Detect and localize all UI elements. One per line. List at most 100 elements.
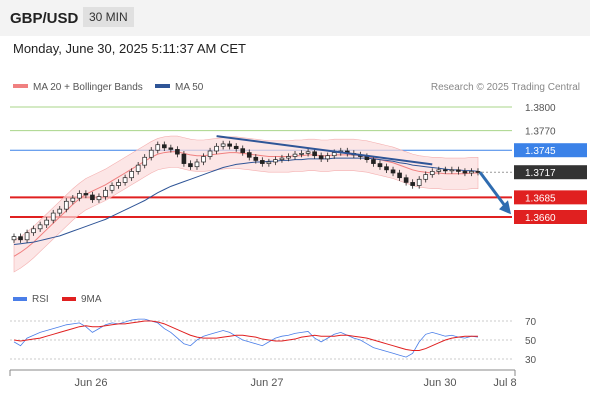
header-bar: GBP/USD 30 MIN <box>0 0 590 36</box>
rsi-panel: 70 50 30 <box>10 317 537 366</box>
candle-body <box>50 212 56 221</box>
candle-body <box>57 208 63 214</box>
legend-9ma-label: 9MA <box>81 294 102 305</box>
candle-body <box>475 171 481 173</box>
level-label-1.3660: 1.3660 <box>525 213 556 224</box>
candle-body <box>201 156 206 163</box>
candle-body <box>207 150 213 157</box>
candle-body <box>240 148 246 153</box>
legend-rsi-label: RSI <box>32 294 49 305</box>
candle-body <box>397 172 402 179</box>
level-tag-1.3660 <box>514 210 587 224</box>
candle-body <box>96 196 102 201</box>
legend-ma20-label: MA 20 + Bollinger Bands <box>33 82 143 93</box>
candle-body <box>18 236 23 241</box>
candle-body <box>90 194 95 201</box>
candle-body <box>253 156 259 161</box>
candle-body <box>168 147 174 150</box>
timeframe-badge[interactable]: 30 MIN <box>83 7 134 27</box>
rsi-level-label-30: 30 <box>525 355 537 366</box>
candle-body <box>371 159 376 164</box>
candle-body <box>449 169 455 172</box>
candle-body <box>260 160 265 164</box>
credit-label: Research © 2025 Trading Central <box>431 82 580 93</box>
candle-body <box>161 144 167 149</box>
candle-body <box>135 164 141 172</box>
candle-body <box>429 171 435 175</box>
candle-body <box>279 157 285 160</box>
level-tag-1.3745 <box>514 143 587 158</box>
candle-body <box>443 169 448 172</box>
candle-body <box>155 144 161 151</box>
level-label-1.3685: 1.3685 <box>525 193 556 204</box>
candle-body <box>266 161 272 164</box>
level-label-1.3770: 1.3770 <box>525 127 556 138</box>
legend-ma20-swatch <box>13 84 28 88</box>
candle-body <box>44 219 49 226</box>
candle-body <box>456 169 461 172</box>
candle-body <box>469 171 474 174</box>
bollinger-band <box>13 135 479 273</box>
level-label-1.3800: 1.3800 <box>525 103 556 114</box>
candle-body <box>194 161 200 168</box>
level-tag-1.3685 <box>514 190 587 205</box>
candle-body <box>318 155 324 160</box>
level-label-1.3717: 1.3717 <box>525 168 556 179</box>
candle-body <box>142 156 148 166</box>
candle-body <box>312 151 317 157</box>
candle-body <box>299 153 304 155</box>
candle-body <box>403 177 409 183</box>
candle-body <box>416 178 422 186</box>
ma20-line <box>13 151 478 257</box>
x-axis: Jun 26 Jun 27 Jun 30 Jul 8 <box>9 369 517 389</box>
x-axis-label-3: Jul 8 <box>493 377 516 389</box>
candle-body <box>410 182 415 186</box>
candle-body <box>462 171 468 174</box>
rsi-9ma-line <box>13 320 478 351</box>
candle-body <box>233 145 239 149</box>
candle-body <box>305 151 311 154</box>
legend-ma50-label: MA 50 <box>175 82 204 93</box>
candle-body <box>220 143 226 147</box>
candle-body <box>273 159 278 163</box>
candle-body <box>109 185 115 191</box>
candle-body <box>122 177 128 183</box>
candle-body <box>292 153 298 157</box>
candle-body <box>188 163 193 168</box>
candle-body <box>390 169 396 174</box>
x-axis-label-2: Jun 30 <box>423 377 456 389</box>
x-axis-label-1: Jun 27 <box>250 377 283 389</box>
forecast-arrow <box>478 171 508 209</box>
level-tag-1.3717 <box>514 165 587 180</box>
candle-body <box>331 152 337 157</box>
candle-body <box>129 171 134 179</box>
candle-body <box>175 149 180 155</box>
legend-ma50-swatch <box>155 84 170 88</box>
candle-body <box>24 232 30 241</box>
candle-body <box>103 189 108 197</box>
forecast-arrow-head <box>499 200 511 215</box>
candle-body <box>37 224 43 230</box>
ma50-line <box>13 157 479 245</box>
legend-9ma-swatch <box>62 297 76 301</box>
candle-body <box>246 152 252 158</box>
symbol-title: GBP/USD <box>10 10 79 27</box>
candle-body <box>384 166 389 171</box>
candle-body <box>377 163 383 168</box>
candle-body <box>286 156 291 159</box>
candle-body <box>11 236 17 241</box>
candle-body <box>423 174 429 180</box>
legend-rsi-swatch <box>13 297 27 301</box>
candle-body <box>31 228 36 234</box>
rsi-level-label-50: 50 <box>525 336 537 347</box>
candle-body <box>83 193 89 196</box>
rsi-line <box>13 318 479 358</box>
price-panel: 1.3800 1.3770 1.3745 1.3717 1.3685 1.3660 <box>10 103 587 273</box>
x-axis-label-0: Jun 26 <box>74 377 107 389</box>
candle-body <box>70 197 76 202</box>
resistance-trendline <box>216 135 433 166</box>
candle-body <box>214 145 219 152</box>
candle-body <box>227 143 232 147</box>
candle-body <box>77 193 82 199</box>
